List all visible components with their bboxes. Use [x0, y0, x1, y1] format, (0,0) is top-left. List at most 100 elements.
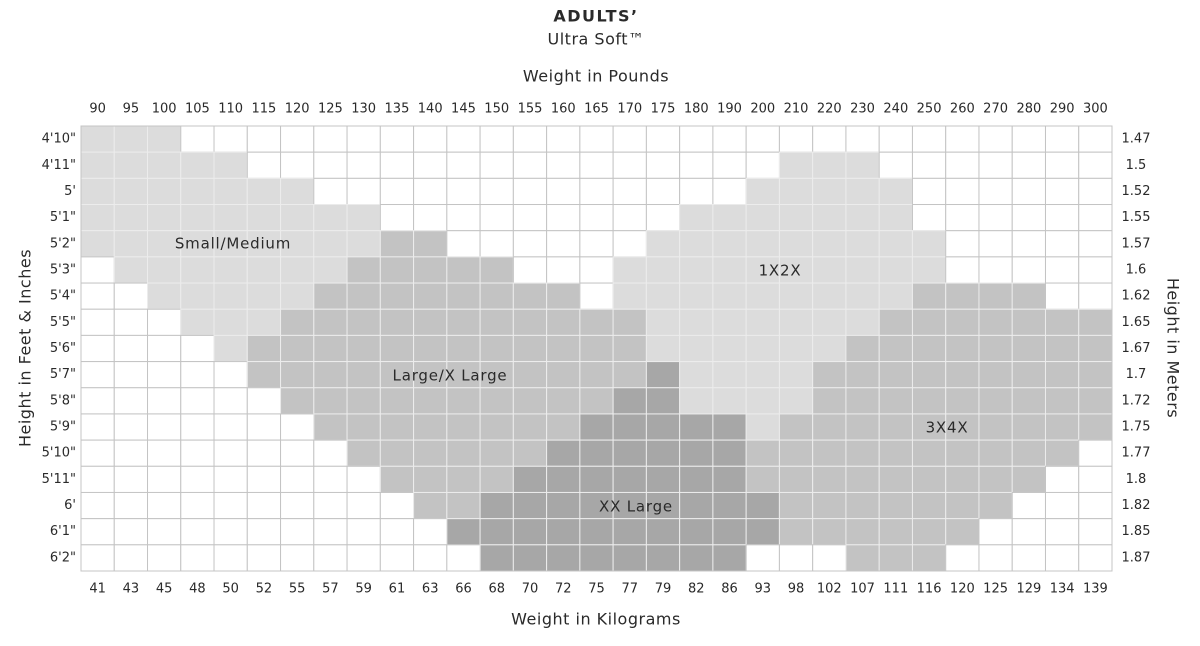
grid-cell: [546, 544, 581, 572]
left-axis-title: Height in Feet & Inches: [16, 249, 35, 447]
grid-cell: [712, 413, 747, 441]
grid-cell: [878, 308, 913, 336]
grid-cell: [745, 361, 780, 389]
grid-cell: [911, 230, 947, 258]
grid-cell: [379, 518, 415, 546]
grid-cell: [147, 151, 182, 179]
grid-cell: [546, 465, 581, 493]
grid-cell: [446, 413, 481, 441]
kilograms-label: 77: [621, 582, 638, 597]
grid-cell: [745, 256, 780, 284]
grid-cell: [80, 282, 115, 310]
grid-cell: [911, 518, 947, 546]
grid-cell: [413, 230, 448, 258]
grid-cell: [878, 256, 913, 284]
grid-cell: [280, 491, 315, 520]
grid-cell: [246, 439, 282, 467]
grid-cell: [246, 387, 282, 415]
grid-cell: [645, 256, 681, 284]
grid-cell: [579, 308, 614, 336]
grid-cell: [612, 518, 647, 546]
grid-cell: [113, 256, 149, 284]
feet-label: 5'3": [50, 262, 76, 277]
grid-cell: [346, 413, 381, 441]
grid-cell: [1078, 230, 1113, 258]
grid-cell: [978, 282, 1013, 310]
grid-cell: [612, 256, 647, 284]
grid-cell: [213, 465, 248, 493]
grid-cell: [479, 334, 514, 363]
grid-cell: [313, 544, 348, 572]
grid-cell: [446, 308, 481, 336]
grid-cell: [346, 282, 381, 310]
grid-cell: [346, 491, 381, 520]
grid-cell: [147, 204, 182, 232]
grid-cell: [745, 204, 780, 232]
grid-cell: [246, 256, 282, 284]
grid-cell: [911, 282, 947, 310]
grid-cell: [845, 230, 880, 258]
grid-cell: [645, 439, 681, 467]
grid-cell: [147, 230, 182, 258]
kilograms-label: 72: [555, 582, 572, 597]
grid-cell: [1078, 413, 1113, 441]
grid-cell: [512, 125, 548, 153]
grid-cell: [778, 151, 814, 179]
grid-cell: [446, 256, 481, 284]
top-axis-title: Weight in Pounds: [523, 67, 669, 86]
grid-cell: [978, 387, 1013, 415]
grid-cell: [579, 491, 614, 520]
grid-cell: [911, 334, 947, 363]
grid-cell: [911, 308, 947, 336]
grid-cell: [812, 256, 847, 284]
grid-cell: [978, 204, 1013, 232]
grid-cell: [878, 465, 913, 493]
grid-cell: [645, 387, 681, 415]
grid-cell: [446, 544, 481, 572]
kilograms-label: 52: [256, 582, 273, 597]
grid-cell: [313, 413, 348, 441]
grid-cell: [1078, 387, 1113, 415]
grid-cell: [945, 230, 980, 258]
grid-cell: [113, 282, 149, 310]
grid-cell: [679, 177, 714, 206]
grid-cell: [945, 151, 980, 179]
grid-cell: [911, 256, 947, 284]
grid-cell: [413, 544, 448, 572]
grid-cell: [379, 204, 415, 232]
grid-cell: [546, 491, 581, 520]
grid-cell: [113, 439, 149, 467]
grid-cell: [246, 465, 282, 493]
grid-cell: [1044, 413, 1080, 441]
grid-cell: [579, 204, 614, 232]
grid-cell: [911, 544, 947, 572]
grid-cell: [413, 518, 448, 546]
feet-label: 6'1": [50, 524, 76, 539]
grid-cell: [679, 439, 714, 467]
grid-cell: [213, 439, 248, 467]
kilograms-label: 120: [950, 582, 975, 597]
grid-cell: [379, 256, 415, 284]
grid-cell: [778, 465, 814, 493]
grid-cell: [1078, 282, 1113, 310]
grid-cell: [313, 151, 348, 179]
grid-cell: [147, 334, 182, 363]
grid-cell: [479, 204, 514, 232]
grid-cell: [745, 413, 780, 441]
grid-cell: [479, 125, 514, 153]
grid-cell: [379, 282, 415, 310]
grid-cell: [612, 282, 647, 310]
grid-cell: [512, 256, 548, 284]
grid-cell: [679, 465, 714, 493]
grid-cell: [446, 151, 481, 179]
grid-cell: [80, 256, 115, 284]
grid-cell: [1011, 439, 1046, 467]
grid-cell: [945, 518, 980, 546]
grid-cell: [512, 282, 548, 310]
grid-cell: [812, 491, 847, 520]
grid-cell: [1044, 518, 1080, 546]
grid-cell: [479, 544, 514, 572]
pounds-label: 90: [89, 102, 106, 117]
grid-cell: [280, 151, 315, 179]
grid-cell: [147, 256, 182, 284]
